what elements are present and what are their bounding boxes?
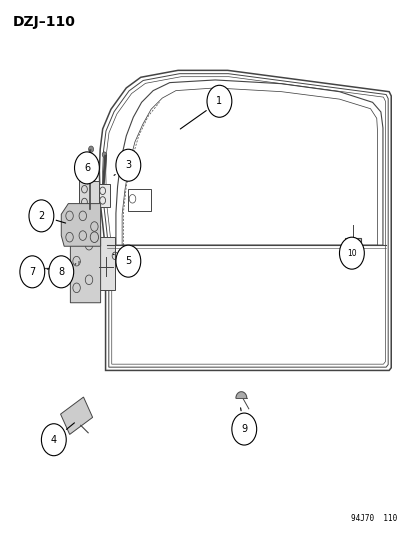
- FancyBboxPatch shape: [344, 238, 360, 248]
- Circle shape: [231, 413, 256, 445]
- Text: 4: 4: [51, 435, 57, 445]
- Circle shape: [102, 152, 106, 157]
- Circle shape: [116, 245, 140, 277]
- Circle shape: [29, 200, 54, 232]
- Text: 5: 5: [125, 256, 131, 266]
- Text: 1: 1: [216, 96, 222, 106]
- Circle shape: [116, 149, 140, 181]
- Text: 2: 2: [38, 211, 45, 221]
- Circle shape: [49, 256, 74, 288]
- Polygon shape: [235, 392, 246, 398]
- Text: F: F: [78, 261, 81, 266]
- Circle shape: [85, 174, 90, 179]
- Text: DZJ–110: DZJ–110: [12, 15, 75, 29]
- Polygon shape: [97, 237, 115, 290]
- Polygon shape: [78, 181, 99, 209]
- Polygon shape: [61, 204, 100, 246]
- Circle shape: [74, 152, 99, 184]
- Text: 94J70  110: 94J70 110: [350, 514, 396, 523]
- Text: 9: 9: [241, 424, 247, 434]
- Text: 7: 7: [29, 267, 36, 277]
- Circle shape: [206, 85, 231, 117]
- Circle shape: [20, 256, 45, 288]
- Polygon shape: [97, 184, 109, 207]
- Polygon shape: [60, 397, 93, 434]
- Text: 10: 10: [346, 249, 356, 257]
- Circle shape: [41, 424, 66, 456]
- Circle shape: [88, 146, 93, 152]
- Text: 6: 6: [84, 163, 90, 173]
- Polygon shape: [70, 227, 100, 303]
- Circle shape: [339, 237, 363, 269]
- Text: 8: 8: [58, 267, 64, 277]
- Text: 3: 3: [125, 160, 131, 170]
